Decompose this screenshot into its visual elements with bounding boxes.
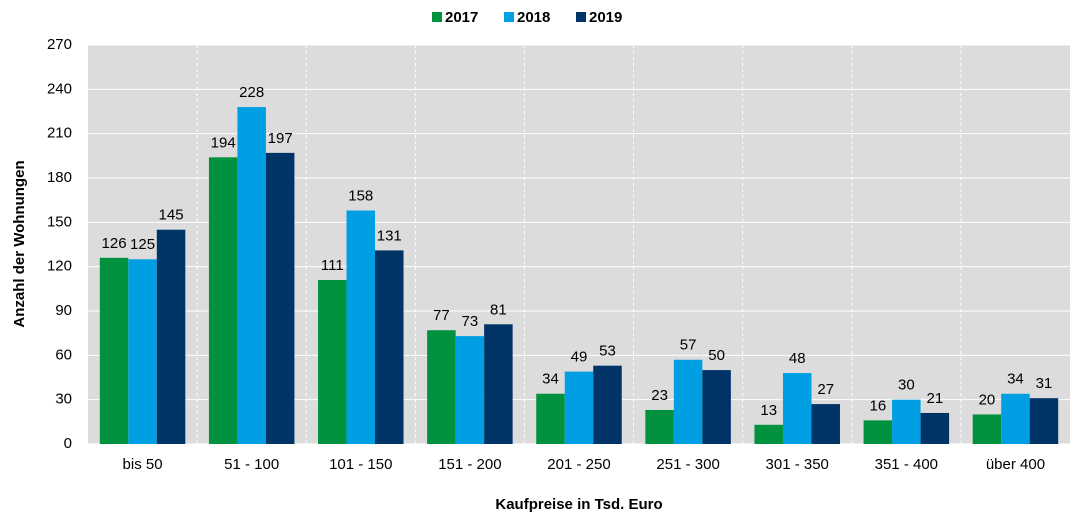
x-tick-label: 101 - 150 (329, 456, 392, 473)
data-label: 48 (789, 350, 806, 367)
bar (811, 404, 840, 444)
legend-label: 2017 (445, 9, 478, 26)
y-tick-label: 150 (47, 213, 72, 230)
data-label: 77 (433, 307, 450, 324)
y-tick-label: 120 (47, 258, 72, 275)
y-tick-label: 0 (64, 435, 72, 452)
data-label: 228 (239, 84, 264, 101)
y-tick-label: 90 (55, 302, 72, 319)
bar (237, 107, 266, 445)
legend-swatch (432, 12, 442, 22)
bar (318, 279, 347, 444)
data-label: 197 (268, 130, 293, 147)
data-label: 145 (159, 207, 184, 224)
y-tick-label: 180 (47, 169, 72, 186)
legend-swatch (504, 12, 514, 22)
data-label: 16 (869, 397, 886, 414)
x-tick-label: über 400 (986, 456, 1045, 473)
bar (645, 410, 674, 444)
data-label: 49 (571, 349, 588, 366)
data-label: 73 (462, 313, 479, 330)
y-tick-label: 240 (47, 80, 72, 97)
bar (593, 365, 622, 444)
bar (99, 257, 129, 444)
bar (754, 424, 783, 444)
y-tick-label: 30 (55, 391, 72, 408)
y-tick-label: 60 (55, 346, 72, 363)
data-label: 13 (760, 402, 777, 419)
y-axis-title: Anzahl der Wohnungen (11, 160, 28, 327)
data-label: 126 (102, 235, 127, 252)
data-label: 158 (348, 187, 373, 204)
bar (920, 412, 950, 444)
x-tick-label: bis 50 (123, 456, 163, 473)
bar (208, 157, 238, 445)
x-tick-label: 251 - 300 (656, 456, 719, 473)
bar (536, 393, 565, 444)
x-tick-label: 51 - 100 (224, 456, 279, 473)
data-label: 125 (130, 236, 155, 253)
bar (863, 420, 893, 444)
data-label: 53 (599, 343, 616, 360)
bar (265, 152, 295, 444)
bar (1029, 398, 1059, 444)
bar (427, 330, 456, 444)
data-label: 50 (708, 347, 725, 364)
y-tick-label: 210 (47, 125, 72, 142)
data-label: 111 (321, 257, 344, 274)
legend-label: 2019 (589, 9, 622, 26)
bar (484, 324, 513, 444)
y-tick-label: 270 (47, 36, 72, 53)
bar (702, 370, 731, 444)
legend-label: 2018 (517, 9, 550, 26)
bar (128, 259, 157, 444)
data-label: 27 (817, 381, 834, 398)
data-label: 81 (490, 301, 507, 318)
bar (892, 399, 921, 444)
x-axis-title: Kaufpreise in Tsd. Euro (495, 496, 662, 513)
data-label: 21 (926, 390, 943, 407)
bar (673, 359, 703, 444)
data-label: 31 (1036, 375, 1053, 392)
bar (156, 229, 186, 444)
data-label: 194 (211, 134, 236, 151)
bar (564, 371, 594, 444)
data-label: 30 (898, 377, 915, 394)
bar (455, 336, 485, 444)
data-label: 23 (651, 387, 668, 404)
bar (972, 414, 1002, 444)
data-label: 131 (377, 227, 402, 244)
legend-swatch (576, 12, 586, 22)
data-label: 57 (680, 337, 697, 354)
bar (346, 210, 376, 444)
bar (1001, 393, 1030, 444)
x-tick-label: 301 - 350 (766, 456, 829, 473)
x-tick-label: 201 - 250 (547, 456, 610, 473)
bar (782, 373, 812, 444)
bar (375, 250, 404, 444)
data-label: 20 (979, 391, 996, 408)
data-label: 34 (1007, 371, 1024, 388)
x-tick-label: 151 - 200 (438, 456, 501, 473)
x-tick-label: 351 - 400 (875, 456, 938, 473)
data-label: 34 (542, 371, 559, 388)
